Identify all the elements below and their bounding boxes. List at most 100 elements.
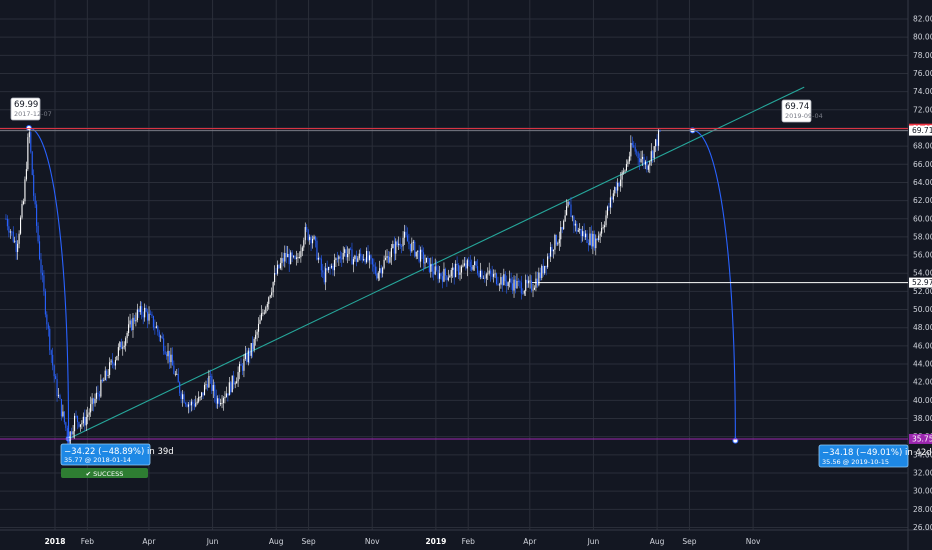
- candle-bull: [621, 171, 623, 180]
- level-label: 52.97: [912, 278, 932, 287]
- candle-bear: [314, 236, 317, 241]
- candle-bear: [71, 431, 73, 435]
- candle-bear: [15, 240, 17, 252]
- candle-bull: [139, 306, 141, 313]
- candle-bull: [389, 257, 391, 263]
- candle-bear: [319, 257, 321, 259]
- candle-bull: [224, 396, 226, 399]
- candle-bear: [490, 270, 492, 274]
- candle-bear: [433, 271, 435, 275]
- candle-bull: [622, 171, 625, 173]
- candle-bear: [421, 249, 423, 253]
- candle-bear: [514, 279, 517, 289]
- candle-bull: [658, 130, 660, 146]
- candle-bear: [336, 258, 338, 260]
- candle-bull: [609, 197, 611, 208]
- candle-bull: [368, 255, 371, 261]
- candle-bull: [487, 273, 489, 275]
- candle-bull: [290, 252, 292, 265]
- candle-bull: [239, 364, 241, 373]
- candle-bull: [412, 241, 414, 243]
- candle-bear: [414, 241, 416, 257]
- candle-bull: [450, 270, 452, 277]
- candle-bull: [533, 287, 536, 290]
- candle-bear: [520, 282, 522, 294]
- candle-bull: [279, 263, 281, 269]
- candle-bull: [382, 267, 384, 274]
- candle-bull: [628, 156, 630, 162]
- candle-bear: [37, 225, 39, 242]
- candle-bull: [503, 274, 505, 286]
- candle-bull: [22, 201, 25, 204]
- x-tick-label: Jun: [206, 537, 219, 546]
- y-tick-label: 74.00: [913, 87, 932, 96]
- candle-bear: [380, 268, 382, 274]
- candle-bull: [260, 313, 263, 320]
- candle-bull: [644, 161, 646, 165]
- candle-bull: [640, 158, 642, 163]
- candle-bear: [468, 260, 470, 262]
- candle-bull: [128, 324, 130, 334]
- candle-bear: [184, 402, 187, 405]
- x-tick-label: Sep: [682, 537, 696, 546]
- candle-bull: [605, 215, 607, 226]
- candle-bull: [363, 259, 365, 261]
- candle-bear: [376, 273, 378, 279]
- candle-bear: [437, 269, 439, 279]
- candle-bull: [462, 265, 464, 267]
- candle-bear: [113, 363, 115, 366]
- candle-bull: [110, 360, 112, 363]
- candle-bear: [166, 354, 168, 357]
- candle-bear: [111, 360, 114, 364]
- drop2-sub: 35.56 @ 2019-10-15: [822, 458, 889, 466]
- candle-bull: [493, 273, 495, 277]
- candle-bull: [222, 398, 225, 403]
- candle-bull: [602, 227, 604, 228]
- candle-bear: [206, 384, 208, 388]
- candle-bull: [312, 238, 314, 244]
- candle-bear: [130, 320, 133, 331]
- candle-bull: [91, 398, 93, 405]
- y-tick-label: 80.00: [913, 33, 932, 42]
- candle-bear: [456, 263, 458, 266]
- candle-bull: [538, 272, 540, 286]
- candle-bull: [338, 256, 340, 260]
- candle-bull: [411, 242, 413, 252]
- candle-bull: [237, 372, 239, 382]
- candle-bull: [144, 307, 146, 318]
- candle-bear: [418, 250, 420, 262]
- candle-bull: [203, 384, 206, 396]
- candle-bear: [275, 273, 277, 274]
- candle-bull: [392, 244, 394, 249]
- candle-bull: [434, 266, 436, 275]
- candle-bull: [81, 423, 83, 425]
- x-tick-label: 2019: [425, 537, 446, 546]
- candle-bull: [567, 201, 569, 207]
- candle-bear: [526, 279, 528, 284]
- candle-bear: [34, 195, 36, 205]
- candle-bull: [129, 320, 131, 325]
- candle-bull: [100, 379, 102, 397]
- candle-bull: [557, 243, 559, 245]
- candle-bear: [53, 365, 55, 377]
- peak2-value: 69.74: [785, 102, 809, 112]
- candle-bull: [104, 370, 106, 381]
- candle-bull: [460, 266, 463, 273]
- drop2-main: −34.18 (−49.01%) in 42d: [822, 448, 932, 458]
- candle-bear: [561, 227, 563, 230]
- candle-bear: [323, 272, 325, 283]
- y-tick-label: 64.00: [913, 178, 932, 187]
- candle-bear: [322, 270, 324, 273]
- projection-start-point: [25, 125, 32, 132]
- candle-bear: [157, 326, 159, 332]
- candle-bull: [293, 255, 295, 257]
- candle-bull: [82, 416, 84, 424]
- y-tick-label: 52.00: [913, 287, 932, 296]
- candle-bull: [614, 187, 616, 194]
- candle-bear: [608, 206, 610, 208]
- candle-bull: [541, 265, 543, 278]
- candle-bear: [345, 249, 347, 258]
- candle-bull: [225, 393, 227, 397]
- x-tick-label: Feb: [462, 537, 476, 546]
